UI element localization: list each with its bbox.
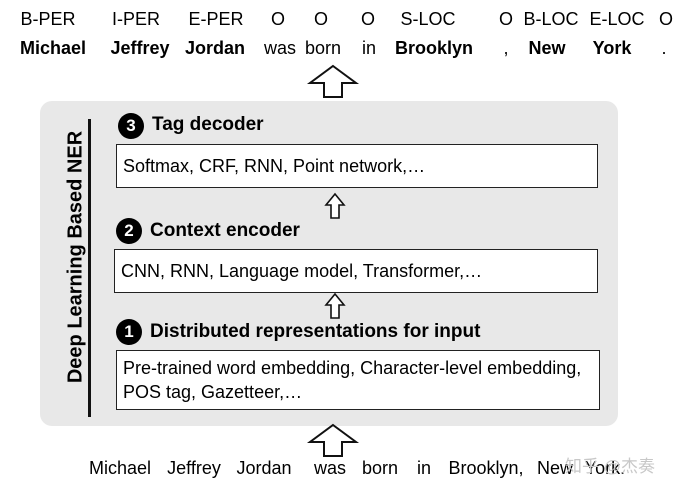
output-token: Michael [19, 38, 87, 58]
step-number-badge: 3 [118, 113, 144, 139]
output-token: Jeffrey [110, 38, 170, 58]
output-token: was [263, 38, 297, 58]
section-content: Pre-trained word embedding, Character-le… [123, 358, 582, 402]
input-word: born [361, 458, 399, 478]
step-number-badge: 1 [116, 319, 142, 345]
output-token: York [592, 38, 632, 58]
output-token: , [503, 38, 509, 58]
input-up-arrow-icon [306, 423, 360, 457]
tag-label: O [360, 9, 376, 29]
tag-label: I-PER [111, 9, 161, 29]
output-token: Brooklyn [394, 38, 474, 58]
step-number-badge: 2 [116, 218, 142, 244]
tag-label: O [658, 9, 674, 29]
input-word: Michael [88, 458, 152, 478]
panel-title: Deep Learning Based NER [64, 130, 87, 384]
tag-label: O [270, 9, 286, 29]
section-content-box: Softmax, CRF, RNN, Point network,… [116, 144, 598, 188]
output-token: New [528, 38, 566, 58]
section-title: Distributed representations for input [150, 321, 481, 342]
input-word: New [536, 458, 574, 478]
up-arrow-icon [324, 292, 346, 319]
tag-label: O [498, 9, 514, 29]
output-token: . [661, 38, 667, 58]
section-content-box: Pre-trained word embedding, Character-le… [116, 350, 600, 410]
output-token: born [304, 38, 342, 58]
output-up-arrow-icon [306, 64, 360, 98]
section-content: Softmax, CRF, RNN, Point network,… [123, 156, 426, 176]
input-word: Jeffrey [167, 458, 221, 478]
section-content: CNN, RNN, Language model, Transformer,… [121, 261, 483, 281]
input-word: York. [584, 458, 626, 478]
watermark: 知乎 @杰奏 [565, 457, 655, 476]
section-title: Context encoder [150, 220, 300, 241]
output-token: in [361, 38, 377, 58]
tag-label: O [313, 9, 329, 29]
section-content-box: CNN, RNN, Language model, Transformer,… [114, 249, 598, 293]
output-token: Jordan [184, 38, 246, 58]
panel-divider [88, 119, 91, 417]
input-word: in [416, 458, 432, 478]
section-title: Tag decoder [152, 114, 264, 135]
input-word: Jordan [236, 458, 292, 478]
tag-label: B-LOC [523, 9, 579, 29]
tag-label: E-PER [188, 9, 244, 29]
input-word: Brooklyn, [448, 458, 524, 478]
tag-label: B-PER [20, 9, 76, 29]
input-word: was [313, 458, 347, 478]
tag-label: S-LOC [400, 9, 456, 29]
up-arrow-icon [324, 192, 346, 219]
tag-label: E-LOC [589, 9, 645, 29]
